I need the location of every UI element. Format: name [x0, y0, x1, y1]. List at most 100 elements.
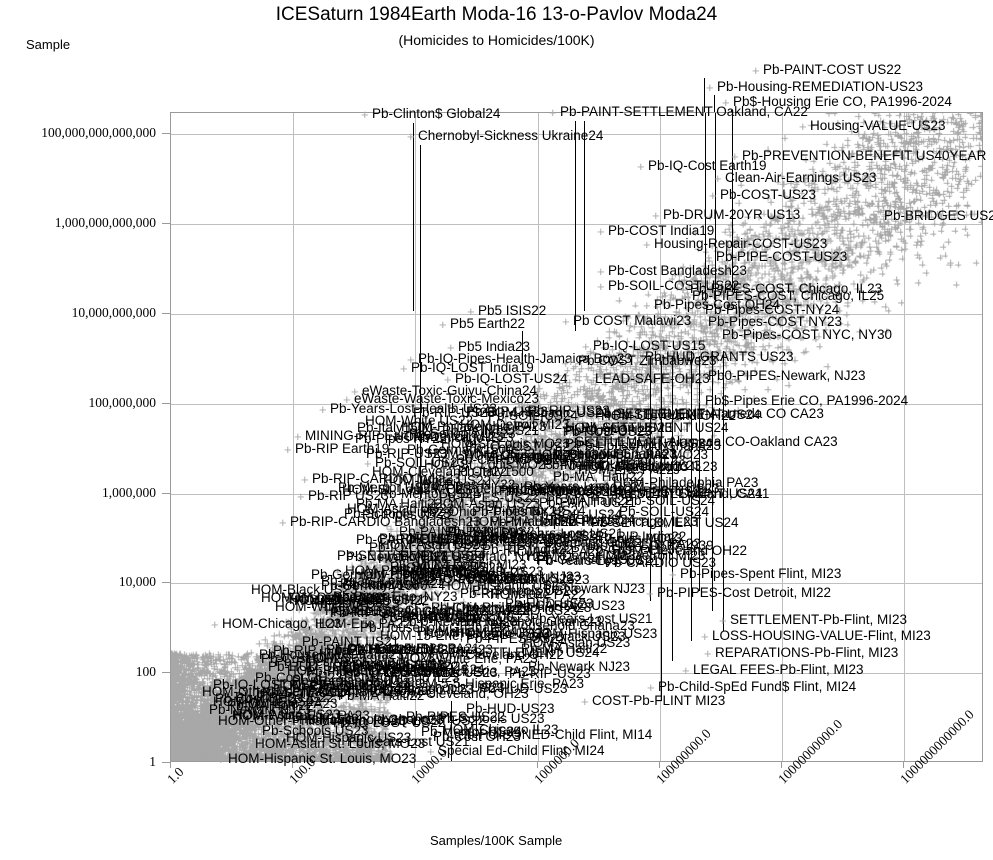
data-point-label: HOM-Erie PA22 [289, 592, 385, 607]
data-point-label: Pb-PIPES-Buffalo, NY22 [400, 549, 549, 564]
annotation-marker: + [549, 105, 557, 120]
annotation-marker: + [369, 629, 377, 644]
data-point-label: HOM-Cleveland OH22 [294, 593, 430, 608]
data-point-label: Pb-HUD-US23 [343, 683, 432, 698]
annotation-marker: + [379, 687, 387, 702]
annotation-marker: + [389, 652, 397, 667]
data-point-label: HOM-Erie, PA23 [238, 696, 338, 711]
data-point-label: MINING-RIP Earth19 [305, 428, 432, 443]
data-point-label: Pb-IQ-LOST US22 [373, 713, 486, 728]
data-point-label: eWaste-Toxic-Guiyu-China24 [362, 383, 538, 398]
annotation-marker: + [634, 350, 642, 365]
x-axis-label: Samples/100K Sample [430, 833, 563, 848]
data-point-label: HOM-Hispanic St. Louis, MO23 [228, 751, 417, 766]
annotation-marker: + [694, 394, 702, 409]
data-point-label: Pb-Years-Lost US21 [530, 611, 653, 626]
x-axis-tick-mark [658, 762, 660, 768]
data-point-label: Pb-Germany1500 [407, 442, 514, 457]
data-point-label: HOM-St. Louis MO23 [339, 659, 469, 674]
data-point-label: Pb-SETTLEMENT Oakland, CA11 [565, 486, 770, 501]
annotation-leader-line [705, 113, 706, 301]
annotation-marker: + [389, 550, 397, 565]
annotation-marker: + [394, 677, 402, 692]
data-point-label: Pb-IQ-LOST US22 [344, 665, 457, 680]
data-point-label: Pb-HUD-GRANTS US23 [645, 349, 794, 364]
data-point-label: Pb-HUD-US23 [268, 659, 357, 674]
annotation-marker: + [361, 107, 369, 122]
data-point-label: HOMELESS-Chicago, IL22, NY22 [325, 603, 530, 618]
data-point-label: HOM-Pb-Buffalo, NY22 [345, 563, 486, 578]
annotation-leader-line [714, 95, 715, 112]
annotation-marker: + [297, 489, 305, 504]
data-point-label: Pb-PIPES-US22 [353, 657, 453, 672]
data-point-label: Pb COST Zimbabwe23 [578, 353, 717, 368]
y-axis-tick-label: 10,000,000,000 [71, 305, 156, 321]
data-point-label: HOM-White US22 [383, 473, 492, 488]
annotation-marker: + [407, 129, 415, 144]
annotation-marker: + [711, 328, 719, 343]
data-point-label: Pb-HUD, Chicago, IL23 [560, 458, 702, 473]
data-point-label: Pb-Household Ghana23 [299, 712, 444, 727]
chart-subtitle: (Homicides to Homicides/100K) [398, 32, 595, 48]
scatter-points [171, 113, 982, 761]
data-point-label: Pb-PIPES-Cost Detroit, MI22 [657, 585, 832, 600]
data-point-label: Pb-CARDIO US23 [506, 484, 618, 499]
data-point-label: Pb-Pipes-COST-NY24 [705, 302, 840, 317]
data-point-label: Pb-CARDIO US23 [356, 532, 468, 547]
data-point-label: Pb-Pipes NY22 [431, 534, 524, 549]
annotation-marker: + [351, 384, 359, 399]
annotation-marker: + [597, 264, 605, 279]
annotation-marker: + [221, 709, 229, 724]
data-point-label: HOM-Hispanic US23 [286, 730, 412, 745]
data-point-label: HOM-Asian US23 [433, 496, 541, 511]
data-point-label: Housing-VALUE-US23 [810, 118, 946, 133]
data-point-label: Pb-Chicago IL23 [413, 430, 514, 445]
data-point-label: HOM-Black US23 [468, 571, 575, 586]
data-point-label: Chernobyl-Sickness Ukraine24 [418, 128, 604, 143]
y-axis-tick-mark [162, 133, 170, 135]
data-point-label: HOM-Chicago IL23 [464, 448, 580, 463]
data-point-label: Pb-PAINT US21 [381, 610, 479, 625]
x-axis-tick-mark [781, 762, 783, 768]
data-point-label: Pb-Chicago IL23 [310, 675, 411, 690]
annotation-marker: + [343, 392, 351, 407]
annotation-leader-line [691, 351, 692, 641]
annotation-marker: + [597, 279, 605, 294]
y-axis-tick-label: 100 [135, 664, 156, 680]
data-point-label: HOM-White US22 [303, 680, 412, 695]
data-point-label: Pb-SETTLEMENT US24 [613, 407, 761, 422]
annotation-marker: + [389, 665, 397, 680]
data-point-label: HOM-St. Louis MO23 [441, 436, 571, 451]
data-point-label: Pb-SETTLEMENT US24 [337, 548, 485, 563]
data-point-label: Pb5 ISIS22 [478, 303, 547, 318]
data-point-label: Pb-Newark NJ23 [343, 658, 446, 673]
y-axis-tick-mark [162, 762, 170, 763]
data-point-label: HOM-Erie PA22 [455, 625, 551, 640]
data-point-label: HOM-White US22 [378, 551, 487, 566]
annotation-leader-line [661, 361, 662, 701]
data-point-label: Pb-Cost OH23 [565, 423, 653, 438]
annotation-marker: + [447, 728, 455, 743]
data-point-label: HOM-Cleveland OH22 [612, 543, 748, 558]
annotation-marker: + [329, 577, 337, 592]
data-point-label: HOM-Cleveland OH22 [372, 464, 508, 479]
data-point-label: Pb-CARDIO US23 [467, 603, 579, 618]
data-point-label: Pb-Chicago IL23 [499, 483, 600, 498]
data-point-label: Pb-Italy1500 [458, 464, 534, 479]
annotation-marker: + [709, 188, 717, 203]
data-point-label: Pb-Child-SpEd Fund$ Flint, MI24 [658, 679, 857, 694]
data-point-label: Pb-Newark NJ23 [528, 659, 631, 674]
annotation-marker: + [554, 487, 562, 502]
data-point-label: HOM-Cleveland OH22 [273, 678, 409, 693]
data-point-label: Pb-RIP-CARDIO India23 [312, 471, 461, 486]
data-point-label: Pb-Pipes NY22 [472, 504, 565, 519]
data-point-label: Pb-COST India19 [608, 223, 715, 238]
data-point-label: Pb-Schools-PA22 [340, 576, 446, 591]
annotation-marker: + [549, 459, 557, 474]
data-point-label: Pb-Pipes-COST NYC, NY30 [722, 327, 893, 342]
data-point-label: HOM-Chicago IL23 [344, 670, 460, 685]
y-axis-tick-mark [162, 672, 170, 674]
annotation-marker: + [582, 339, 590, 354]
annotation-marker: + [294, 429, 302, 444]
